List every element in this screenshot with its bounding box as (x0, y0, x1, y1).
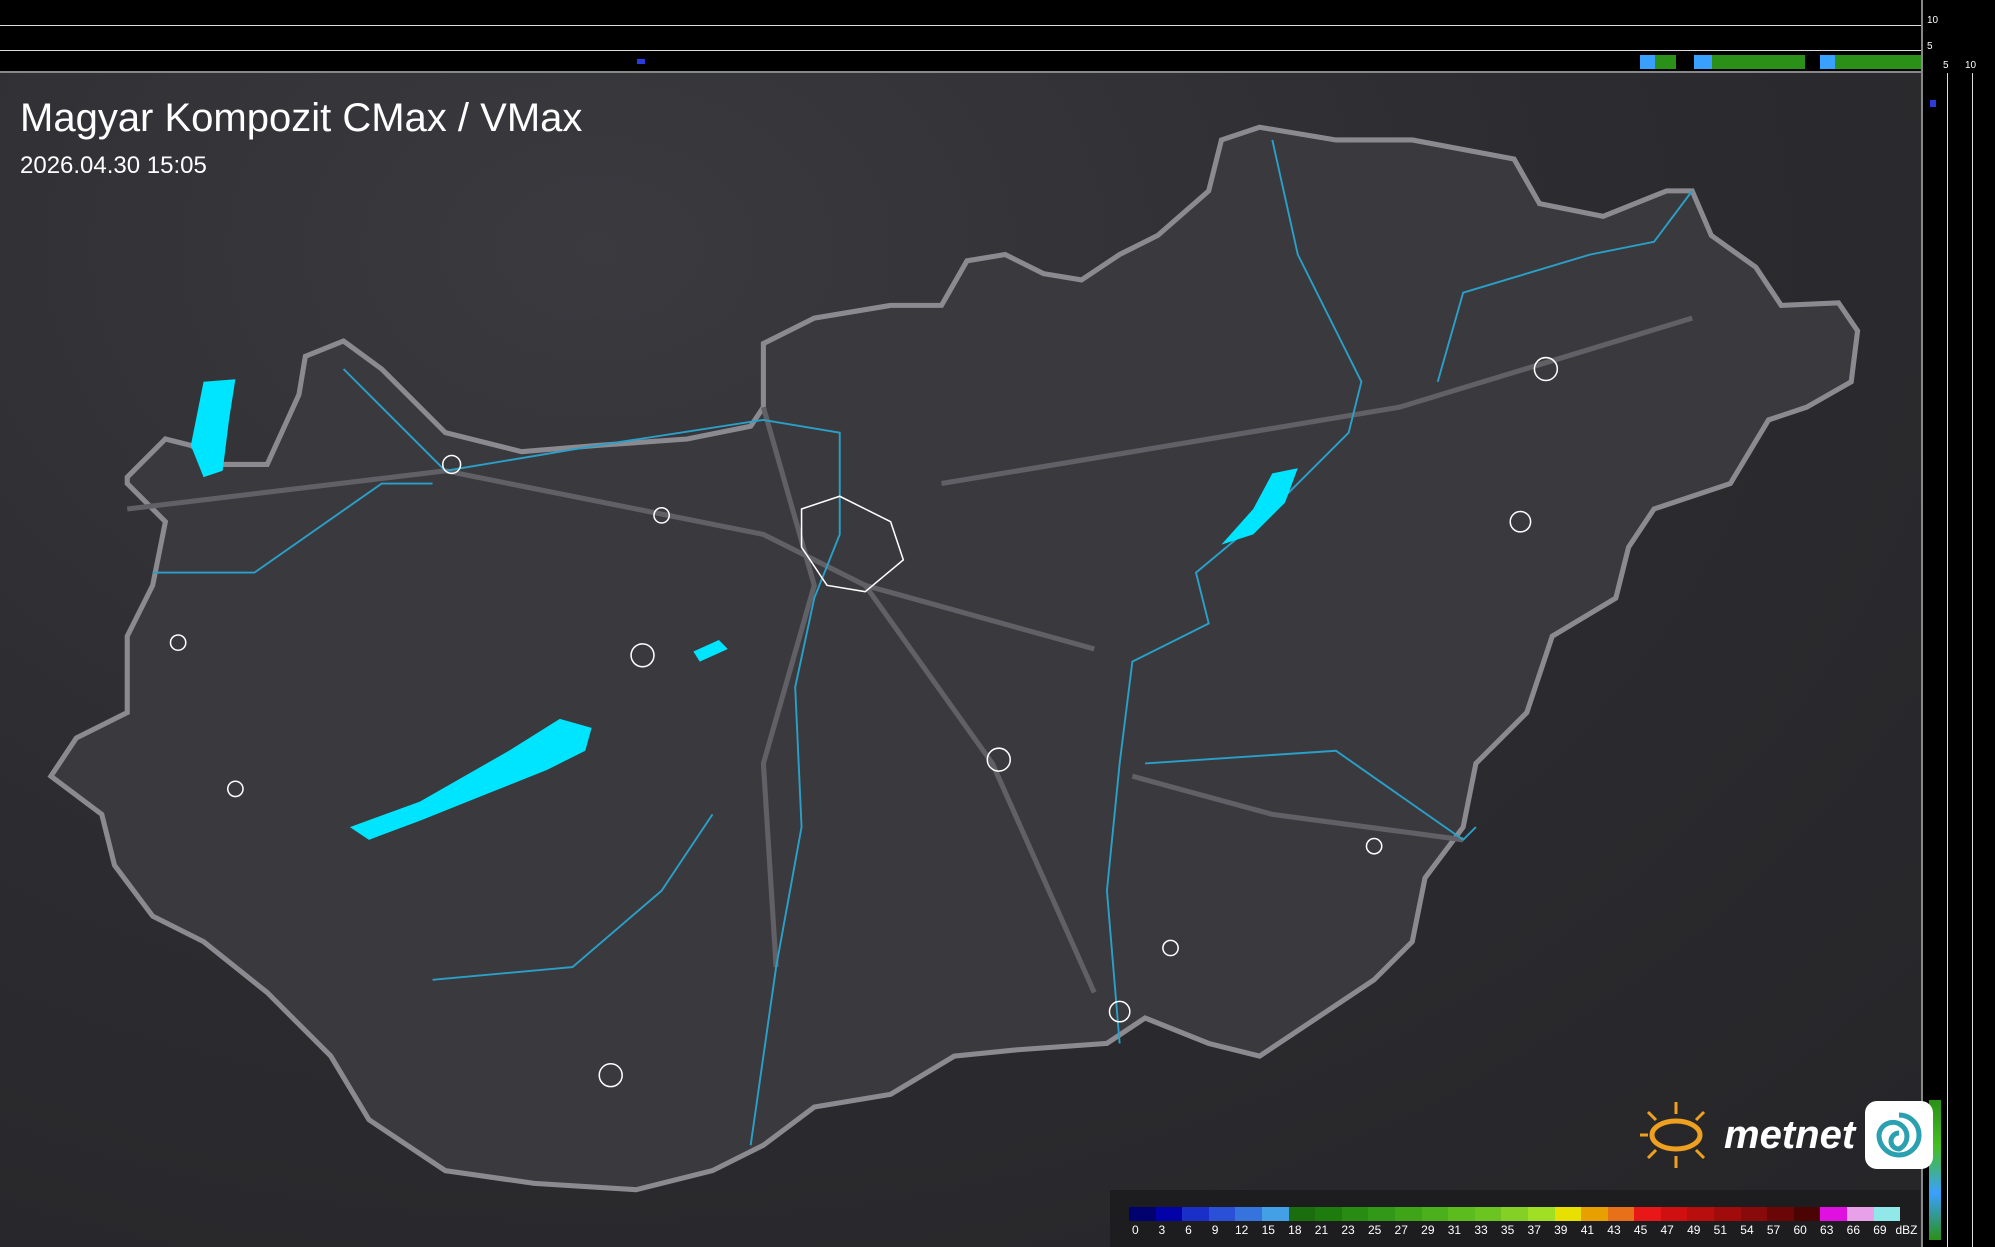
scale-swatch (1714, 1207, 1741, 1221)
gridline-5 (1947, 73, 1948, 1247)
scale-swatch (1288, 1207, 1316, 1221)
title: Magyar Kompozit CMax / VMax (20, 96, 583, 140)
timestamp: 2026.04.30 15:05 (20, 152, 207, 179)
scale-label: 25 (1367, 1223, 1382, 1237)
scale-swatch (1687, 1207, 1715, 1221)
scale-swatch (1182, 1207, 1209, 1221)
scale-label: 31 (1447, 1223, 1462, 1237)
tick-label: 5 (1927, 41, 1933, 52)
scale-swatch (1740, 1207, 1768, 1221)
profile-echoes (1640, 55, 1940, 69)
scale-label: 9 (1211, 1223, 1219, 1237)
profile-echo (637, 59, 645, 64)
sun-icon (1640, 1102, 1706, 1168)
scale-swatch (1847, 1207, 1874, 1221)
lakes (190, 379, 1298, 840)
gridline-10 (0, 25, 1921, 26)
swirl-icon (1865, 1101, 1934, 1169)
scale-swatch (1261, 1207, 1289, 1221)
scale-label: 54 (1740, 1223, 1754, 1237)
scale-swatch (1607, 1207, 1635, 1221)
budapest-outline (800, 495, 905, 593)
scale-label: 29 (1421, 1223, 1435, 1237)
scale-swatch (1155, 1207, 1183, 1221)
vertical-profile-right: 10 5 5 10 (1921, 0, 1995, 1247)
scale-label: 49 (1687, 1223, 1701, 1237)
rivers (152, 139, 1693, 1146)
gridline-10 (1972, 73, 1973, 1247)
scale-label: 51 (1713, 1223, 1728, 1237)
hungary-outline (47, 124, 1861, 1193)
scale-label: 69 (1873, 1223, 1887, 1237)
scale-swatch (1315, 1207, 1342, 1221)
scale-label: 12 (1234, 1223, 1249, 1237)
color-scale (1129, 1207, 1901, 1221)
scale-swatch (1394, 1207, 1422, 1221)
scale-swatch (1820, 1207, 1848, 1221)
lake-neusiedl (190, 379, 236, 478)
lake-tisza (1221, 468, 1298, 545)
lake-balaton (349, 718, 592, 840)
scale-swatch (1474, 1207, 1502, 1221)
scale-swatch (1634, 1207, 1661, 1221)
scale-swatch (1501, 1207, 1528, 1221)
tick-label: 10 (1965, 60, 1977, 71)
tick-label: 10 (1927, 15, 1939, 26)
unit-label: dBZ (1895, 1223, 1918, 1237)
scale-swatch (1421, 1207, 1449, 1221)
scale-label: 57 (1766, 1223, 1781, 1237)
scale-label: 41 (1580, 1223, 1595, 1237)
scale-label: 23 (1341, 1223, 1355, 1237)
dbz-legend: 0 3 6 9 12 15 18 21 23 25 27 29 31 33 35 37 39 41 43 45 47 49… (1110, 1190, 1920, 1247)
vertical-profile-top (0, 0, 1940, 73)
scale-swatch (1793, 1207, 1821, 1221)
scale-swatch (1767, 1207, 1794, 1221)
scale-label: 43 (1607, 1223, 1621, 1237)
scale-swatch (1368, 1207, 1395, 1221)
county-borders (126, 315, 1693, 994)
scale-label: 33 (1474, 1223, 1488, 1237)
scale-label: 6 (1185, 1223, 1192, 1237)
scale-label: 0 (1131, 1223, 1139, 1237)
town-outlines (169, 356, 1559, 1088)
metnet-logo: metnet (1636, 1100, 1934, 1170)
scale-swatch (1341, 1207, 1369, 1221)
profile-echo (1930, 100, 1936, 107)
scale-label: 27 (1394, 1223, 1408, 1237)
scale-swatch (1873, 1207, 1901, 1221)
scale-label: 15 (1261, 1223, 1275, 1237)
scale-label: 63 (1820, 1223, 1834, 1237)
scale-label: 3 (1158, 1223, 1166, 1237)
tick-label: 5 (1943, 60, 1949, 71)
lake-velence (693, 640, 728, 662)
scale-label: 66 (1846, 1223, 1860, 1237)
scale-swatch (1581, 1207, 1608, 1221)
scale-label: 45 (1633, 1223, 1648, 1237)
scale-swatch (1660, 1207, 1688, 1221)
scale-swatch (1527, 1207, 1555, 1221)
scale-swatch (1129, 1207, 1156, 1221)
scale-swatch (1208, 1207, 1236, 1221)
scale-label: 18 (1288, 1223, 1302, 1237)
scale-label: 21 (1314, 1223, 1329, 1237)
brand-name: metnet (1724, 1112, 1856, 1157)
scale-labels: 0 3 6 9 12 15 18 21 23 25 27 29 31 33 35 37 39 41 43 45 47 49… (1122, 1223, 1920, 1237)
gridline-5 (0, 50, 1921, 51)
scale-label: 37 (1527, 1223, 1541, 1237)
scale-label: 47 (1660, 1223, 1674, 1237)
scale-label: 39 (1554, 1223, 1568, 1237)
scale-label: 60 (1793, 1223, 1807, 1237)
scale-swatch (1235, 1207, 1262, 1221)
scale-swatch (1554, 1207, 1582, 1221)
scale-label: 35 (1500, 1223, 1515, 1237)
scale-swatch (1448, 1207, 1475, 1221)
